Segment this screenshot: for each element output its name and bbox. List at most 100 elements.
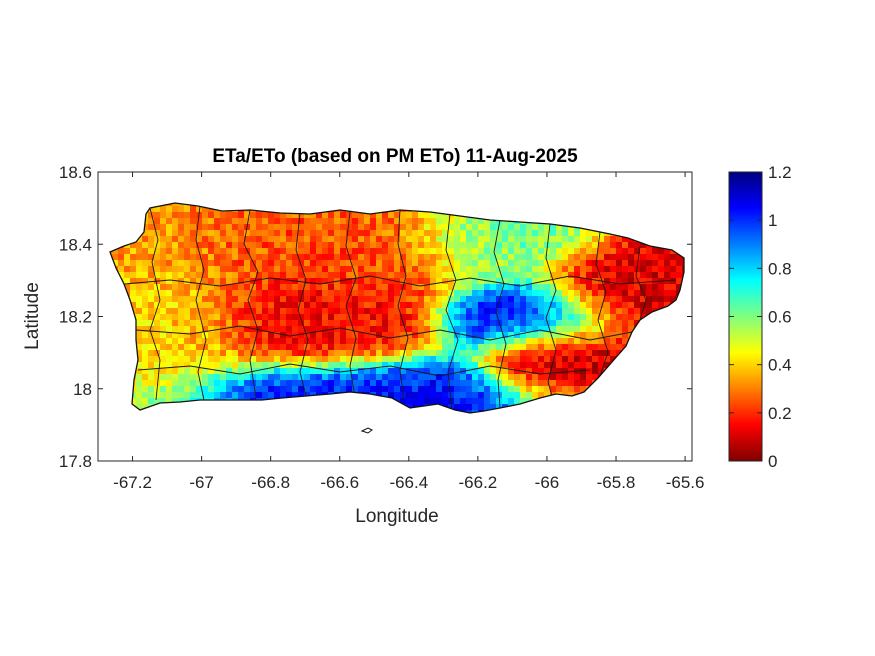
- heatmap-cell: [226, 344, 233, 351]
- heatmap-cell: [568, 314, 575, 321]
- heatmap-cell: [208, 326, 215, 333]
- heatmap-cell: [484, 278, 491, 285]
- heatmap-cell: [190, 224, 197, 231]
- heatmap-cell: [316, 266, 323, 273]
- heatmap-cell: [220, 314, 227, 321]
- heatmap-cell: [328, 338, 335, 345]
- heatmap-cell: [490, 380, 497, 387]
- heatmap-cell: [166, 302, 173, 309]
- heatmap-cell: [556, 338, 563, 345]
- heatmap-cell: [190, 350, 197, 357]
- heatmap-cell: [418, 212, 425, 219]
- heatmap-cell: [388, 296, 395, 303]
- heatmap-cell: [448, 386, 455, 393]
- heatmap-cell: [340, 350, 347, 357]
- heatmap-cell: [352, 254, 359, 261]
- heatmap-cell: [472, 398, 479, 405]
- heatmap-cell: [472, 224, 479, 231]
- heatmap-cell: [544, 272, 551, 279]
- heatmap-cell: [436, 398, 443, 405]
- heatmap-cell: [382, 368, 389, 375]
- heatmap-cell: [646, 272, 653, 279]
- heatmap-cell: [244, 302, 251, 309]
- heatmap-cell: [202, 392, 209, 399]
- heatmap-cell: [190, 230, 197, 237]
- heatmap-cell: [586, 332, 593, 339]
- heatmap-cell: [208, 290, 215, 297]
- heatmap-cell: [382, 284, 389, 291]
- heatmap-cell: [580, 308, 587, 315]
- heatmap-cell: [208, 260, 215, 267]
- heatmap-cell: [208, 392, 215, 399]
- heatmap-cell: [466, 308, 473, 315]
- heatmap-cell: [244, 338, 251, 345]
- heatmap-cell: [322, 332, 329, 339]
- heatmap-cell: [340, 248, 347, 255]
- heatmap-cell: [412, 266, 419, 273]
- heatmap-cell: [496, 314, 503, 321]
- heatmap-cell: [286, 356, 293, 363]
- heatmap-cell: [532, 266, 539, 273]
- heatmap-cell: [340, 338, 347, 345]
- heatmap-cell: [268, 356, 275, 363]
- heatmap-cell: [520, 338, 527, 345]
- heatmap-cell: [394, 218, 401, 225]
- heatmap-cell: [394, 320, 401, 327]
- heatmap-cell: [502, 380, 509, 387]
- heatmap-cell: [196, 296, 203, 303]
- heatmap-cell: [616, 320, 623, 327]
- heatmap-cell: [454, 272, 461, 279]
- heatmap-cell: [610, 248, 617, 255]
- heatmap-cell: [190, 344, 197, 351]
- heatmap-cell: [178, 230, 185, 237]
- heatmap-cell: [178, 344, 185, 351]
- heatmap-cell: [496, 284, 503, 291]
- heatmap-cell: [298, 386, 305, 393]
- heatmap-cell: [382, 380, 389, 387]
- heatmap-cell: [298, 248, 305, 255]
- heatmap-cell: [208, 218, 215, 225]
- heatmap-cell: [334, 212, 341, 219]
- heatmap-cell: [454, 248, 461, 255]
- heatmap-cell: [238, 326, 245, 333]
- heatmap-cell: [316, 386, 323, 393]
- heatmap-cell: [448, 296, 455, 303]
- heatmap-cell: [226, 314, 233, 321]
- heatmap-cell: [460, 314, 467, 321]
- heatmap-cell: [466, 314, 473, 321]
- heatmap-cell: [316, 242, 323, 249]
- heatmap-cell: [178, 266, 185, 273]
- heatmap-cell: [484, 224, 491, 231]
- x-axis-label: Longitude: [355, 506, 438, 527]
- heatmap-cell: [382, 332, 389, 339]
- heatmap-cell: [478, 302, 485, 309]
- heatmap-cell: [298, 392, 305, 399]
- heatmap-cell: [538, 362, 545, 369]
- heatmap-cell: [490, 302, 497, 309]
- heatmap-cell: [334, 260, 341, 267]
- heatmap-cell: [172, 362, 179, 369]
- heatmap-cell: [184, 350, 191, 357]
- heatmap-cell: [358, 284, 365, 291]
- heatmap-cell: [454, 332, 461, 339]
- heatmap-cell: [172, 386, 179, 393]
- heatmap-cell: [442, 224, 449, 231]
- heatmap-cell: [184, 212, 191, 219]
- heatmap-cell: [478, 278, 485, 285]
- heatmap-cell: [514, 380, 521, 387]
- heatmap-cell: [496, 242, 503, 249]
- heatmap-cell: [676, 278, 683, 285]
- heatmap-cell: [448, 404, 455, 411]
- heatmap-cell: [448, 392, 455, 399]
- heatmap-cell: [406, 236, 413, 243]
- heatmap-cell: [220, 236, 227, 243]
- heatmap-cell: [124, 266, 131, 273]
- heatmap-cell: [460, 320, 467, 327]
- heatmap-cell: [238, 380, 245, 387]
- heatmap-cell: [280, 296, 287, 303]
- heatmap-cell: [280, 386, 287, 393]
- heatmap-cell: [670, 254, 677, 261]
- heatmap-cell: [208, 338, 215, 345]
- heatmap-cell: [262, 218, 269, 225]
